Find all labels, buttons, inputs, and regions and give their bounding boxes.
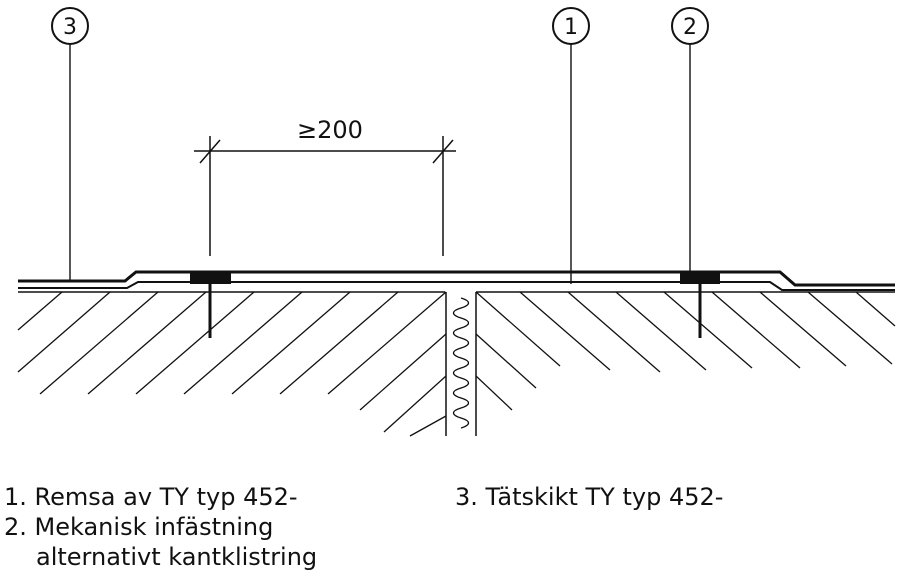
callout-3-label: 3 (63, 15, 77, 40)
substrate-hatching (17, 291, 896, 437)
callout-2-label: 2 (683, 15, 697, 40)
callout-1: 1 (552, 7, 590, 284)
dimension-label: ≥200 (297, 116, 363, 144)
legend-item-2-line-1: 2. Mekanisk infästning (4, 513, 274, 541)
joint-filler-spring (452, 297, 470, 429)
legend-item-1: 1. Remsa av TY typ 452- (4, 483, 298, 511)
dimension-tick-right (432, 139, 454, 164)
dimension-line: ≥200 (194, 116, 456, 256)
legend-item-3: 3. Tätskikt TY typ 452- (455, 483, 724, 511)
underlay-membrane (18, 281, 895, 291)
washer-right (680, 272, 720, 284)
washer-left (190, 272, 231, 284)
callout-1-label: 1 (564, 15, 578, 40)
membrane-layers (18, 270, 895, 293)
fastener-right (680, 272, 720, 338)
joint-gap (445, 292, 477, 436)
legend-left: 1. Remsa av TY typ 452- 2. Mekanisk infä… (4, 482, 317, 572)
legend-item-2-line-2: alternativt kantklistring (36, 543, 318, 571)
dimension-tick-left (199, 139, 221, 164)
legend-right: 3. Tätskikt TY typ 452- (455, 482, 723, 512)
callout-2: 2 (671, 7, 709, 276)
fastener-left (190, 272, 231, 338)
callout-3: 3 (51, 7, 89, 281)
strip-remsa (18, 270, 895, 287)
